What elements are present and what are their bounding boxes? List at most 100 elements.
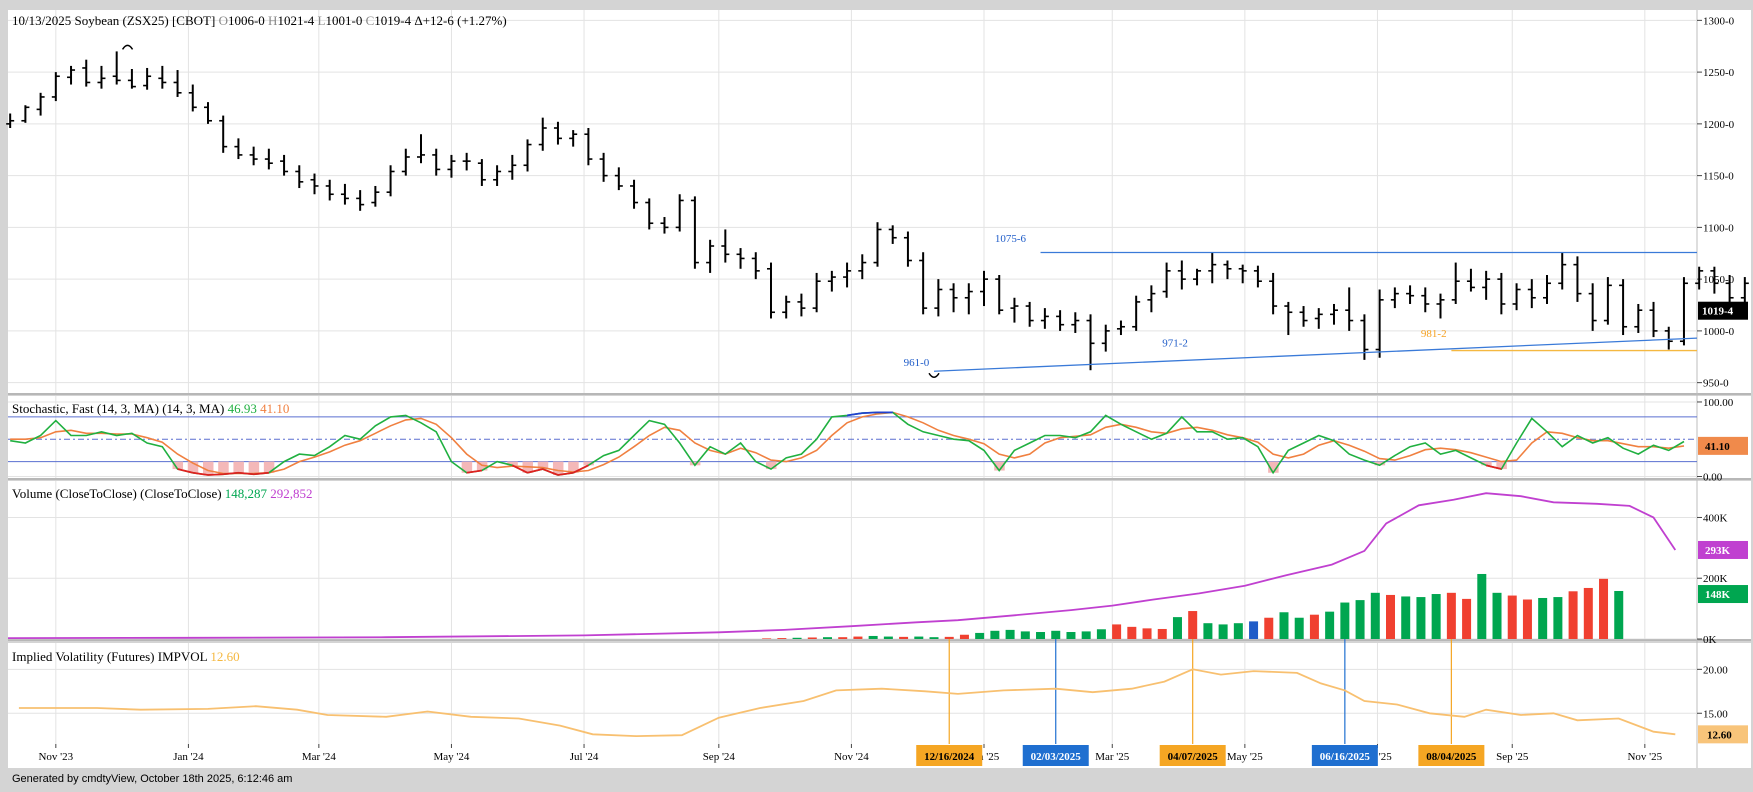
price-bar (1497, 272, 1506, 315)
date-tick-label: Nov '25 (1627, 751, 1662, 763)
header-close-label: C (366, 13, 375, 28)
price-bar (97, 65, 106, 89)
price-bar (1329, 303, 1338, 325)
stoch-oversold-fill (202, 461, 214, 476)
event-marker-label: 04/07/2025 (1168, 751, 1219, 763)
volume-bar (1066, 632, 1076, 639)
volume-value: 148,287 (225, 486, 271, 501)
price-bar (143, 67, 152, 90)
price-bar (1208, 252, 1217, 284)
stoch-oversold-fill (583, 461, 594, 466)
price-bar (188, 84, 197, 112)
stoch-extreme-segment (542, 468, 559, 476)
volume-bar (1325, 611, 1335, 639)
stoch-extreme-segment (1485, 464, 1502, 470)
volume-bar (1370, 592, 1380, 639)
price-bar (1269, 272, 1278, 315)
volume-bar (1538, 597, 1548, 639)
volume-bar (792, 637, 802, 639)
event-marker-label: 06/16/2025 (1320, 751, 1371, 763)
volume-avg-value: 292,852 (270, 486, 312, 501)
price-annotation: 961-0 (904, 357, 930, 369)
event-marker-label: 12/16/2024 (924, 751, 975, 763)
volume-bar (1614, 590, 1624, 639)
price-bar (980, 270, 989, 307)
date-axis-background (8, 744, 1751, 768)
price-bar (1253, 265, 1262, 288)
price-y-axis: 950-01000-01050-01100-01150-01200-01250-… (8, 15, 1735, 390)
price-bar (264, 148, 273, 170)
volume-bar (929, 637, 939, 639)
stoch-params: (14, 3, MA) (162, 401, 227, 416)
date-tick-label: Mar '24 (302, 751, 337, 763)
price-bar (6, 113, 15, 129)
volume-bar (1218, 624, 1228, 639)
price-bar (1512, 283, 1521, 311)
price-bar (386, 165, 395, 197)
price-bar (1527, 279, 1536, 309)
price-bar (82, 59, 91, 87)
volume-bar (1203, 623, 1213, 639)
price-bar (706, 239, 715, 273)
header-open: 1006-0 (228, 13, 268, 28)
price-bar (1345, 287, 1354, 331)
price-bar (477, 159, 486, 186)
volume-bar (944, 636, 954, 639)
volume-bar (1249, 621, 1259, 639)
volume-title-name: Volume (CloseToClose) (12, 486, 140, 501)
header-close: 1019-4 (374, 13, 414, 28)
volume-bar (1036, 632, 1046, 639)
header-high: 1021-4 (277, 13, 317, 28)
stoch-d-value: 41.10 (260, 401, 289, 416)
price-bar (675, 194, 684, 232)
price-bar (569, 130, 578, 147)
price-bar (873, 222, 882, 267)
price-bar (964, 283, 973, 315)
date-tick-label: Sep '25 (1496, 751, 1529, 763)
price-bar (1086, 314, 1095, 371)
price-annotation: 981-2 (1421, 328, 1447, 340)
volume-avg-box (1698, 540, 1748, 559)
stoch-oversold-fill (248, 461, 260, 475)
price-bar (356, 190, 365, 211)
price-bar (584, 128, 593, 166)
stoch-oversold-fill (218, 461, 229, 475)
price-tick-label: 1300-0 (1703, 15, 1735, 27)
event-marker-label: 08/04/2025 (1426, 751, 1477, 763)
price-tick-label: 1000-0 (1703, 326, 1735, 338)
volume-bar (1583, 587, 1593, 639)
price-bar (295, 165, 304, 189)
price-bar (599, 152, 608, 182)
price-bar (1132, 295, 1141, 331)
price-bar (553, 121, 562, 145)
price-bar (888, 225, 897, 244)
event-marker-box (1418, 745, 1485, 766)
volume-bar (823, 637, 833, 639)
stoch-extreme-segment (557, 471, 574, 476)
volume-bars (762, 573, 1624, 639)
price-bar (401, 148, 410, 176)
stoch-pane-background (8, 396, 1751, 478)
price-bar (690, 196, 699, 269)
price-annotation: 1075-6 (995, 233, 1027, 245)
price-bar (797, 293, 806, 317)
price-bar (645, 198, 654, 230)
volume-params: (CloseToClose) (140, 486, 225, 501)
price-bar (1543, 274, 1552, 304)
volume-avg-box-label: 293K (1705, 545, 1731, 557)
header-symbol: Soybean (ZSX25) [CBOT] (74, 13, 218, 28)
volume-bar (1279, 612, 1289, 639)
stoch-extreme-segment (192, 471, 209, 476)
price-annotation: 971-2 (1162, 337, 1188, 349)
vol-pane-background (8, 481, 1751, 639)
stoch-oversold-fill (263, 461, 275, 473)
stoch-k-value: 46.93 (228, 401, 261, 416)
header-change: Δ+12-6 (+1.27%) (414, 13, 506, 28)
price-tick-label: 950-0 (1703, 378, 1729, 390)
volume-bar (762, 638, 772, 639)
volume-tick-label: 400K (1703, 512, 1728, 524)
price-bar (173, 70, 182, 97)
price-bar (1619, 279, 1628, 336)
date-tick-label: Jan '24 (173, 751, 204, 763)
